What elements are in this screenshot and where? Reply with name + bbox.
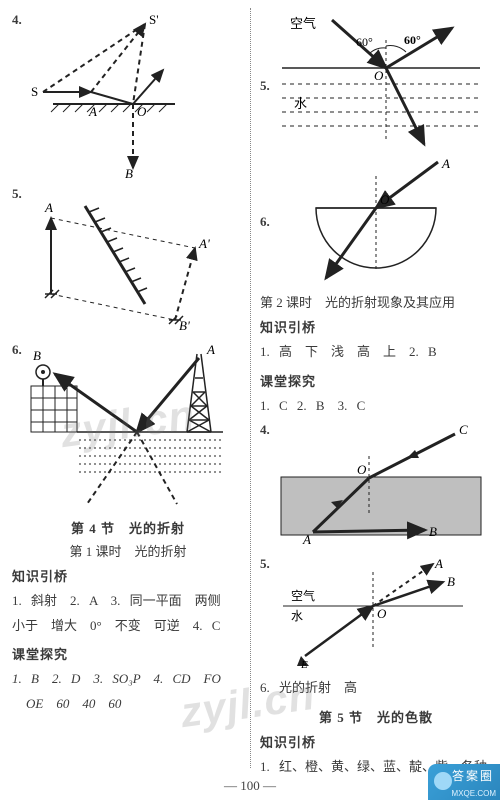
label-c: C (459, 422, 468, 437)
explore-heading: 课堂探究 (12, 644, 244, 663)
label-e: E (300, 659, 308, 670)
diagram-water-to-air: 空气 水 O A B E (273, 556, 473, 670)
left-fig-5: 5. A A' B' (12, 186, 244, 336)
explore-answers-1: 1. B 2. D 3. SO₃P 4. CD FO (12, 667, 244, 692)
badge-icon (434, 772, 452, 790)
left-column: 4. S (12, 8, 244, 717)
label-s: S (31, 84, 38, 99)
section-5-title: 第 5 节 光的色散 (260, 707, 492, 726)
right-fig-4: 4. C O A B (260, 422, 492, 550)
label-a: A (302, 532, 311, 547)
item-number: 6. (260, 214, 270, 230)
label-a: A (441, 158, 450, 171)
item-number: 6. (12, 342, 22, 358)
label-o: O (357, 462, 367, 477)
angle-out: 60° (404, 33, 421, 47)
item-number: 5. (260, 556, 270, 572)
label-o: O (380, 192, 390, 207)
answer-6: 6. 光的折射 高 (260, 676, 492, 701)
page-footer: — 100 — (0, 778, 500, 794)
label-a: A (206, 342, 215, 357)
label-a: A (44, 200, 53, 215)
diagram-semicircle-lens: A O (276, 158, 476, 286)
label-o: O (377, 606, 387, 621)
diagram-reflection-s: S S' A O B (25, 12, 225, 180)
item-number: 5. (12, 186, 22, 202)
water-label: 水 (291, 609, 303, 623)
item-number: 4. (260, 422, 270, 438)
diagram-pylon-water: B A (25, 342, 235, 512)
lesson-2-title: 第 2 课时 光的折射现象及其应用 (260, 292, 492, 311)
item-number: 4. (12, 12, 22, 28)
bridge-answers-r: 1. 高 下 浅 高 上 2. B (260, 340, 492, 365)
source-badge: 答案圈 MXQE.COM (428, 764, 500, 800)
bridge-answers: 1. 斜射 2. A 3. 同一平面 两侧 小于 增大 0° 不变 可逆 4. … (12, 589, 244, 638)
label-sp: S' (149, 12, 159, 27)
label-b: B (429, 524, 437, 539)
section-4-title: 第 4 节 光的折射 (12, 518, 244, 537)
right-fig-5s: 5. 空气 水 O A B E (260, 556, 492, 670)
badge-title: 答案圈 (452, 767, 494, 784)
angle-in: 60° (356, 35, 373, 49)
diagram-glass-slab: C O A B (273, 422, 485, 550)
label-a: A (88, 104, 97, 119)
badge-url: MXQE.COM (452, 789, 496, 798)
diagram-refraction-angles: 空气 水 60° 60° O (276, 12, 486, 152)
left-fig-4: 4. S (12, 12, 244, 180)
bridge-heading-2: 知识引桥 (260, 732, 492, 751)
explore-heading-r: 课堂探究 (260, 371, 492, 390)
label-b: B (33, 348, 41, 363)
label-b: B (447, 574, 455, 589)
right-fig-5: 5. 空气 水 60° 60° O (260, 12, 492, 152)
page-number: 100 (240, 778, 260, 793)
label-ap: A' (198, 236, 210, 251)
right-column: 5. 空气 水 60° 60° O (260, 8, 492, 780)
lesson-1-title: 第 1 课时 光的折射 (12, 541, 244, 560)
label-o: O (137, 104, 147, 119)
diagram-plane-mirror: A A' B' (25, 186, 225, 336)
explore-answers-2: OE 60 40 60 (12, 692, 244, 717)
label-a: A (434, 556, 443, 571)
item-number: 5. (260, 78, 270, 94)
explore-answers-r: 1. C 2. B 3. C (260, 394, 492, 419)
label-o: O (374, 68, 384, 83)
right-fig-6: 6. A O (260, 158, 492, 286)
water-label: 水 (294, 96, 307, 111)
left-fig-6: 6. B A (12, 342, 244, 512)
column-divider (250, 8, 251, 768)
bridge-heading-r: 知识引桥 (260, 317, 492, 336)
air-label: 空气 (290, 16, 316, 31)
air-label: 空气 (291, 588, 315, 603)
bridge-heading: 知识引桥 (12, 566, 244, 585)
label-b: B (125, 166, 133, 180)
